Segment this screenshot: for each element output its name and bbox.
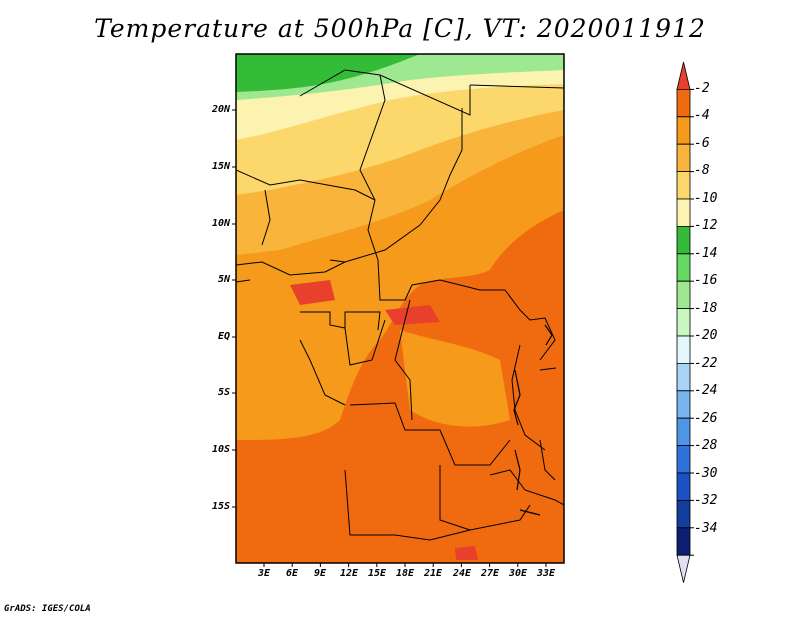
band-minus-6-east	[400, 330, 510, 427]
colorbar-label: -34	[694, 521, 718, 536]
colorbar-swatch	[676, 417, 691, 447]
colorbar-swatch	[676, 499, 691, 529]
colorbar-label: -6	[694, 136, 710, 151]
lat-tick-label: 15N	[211, 161, 230, 172]
colorbar-swatch	[676, 198, 691, 227]
lon-tick-label: 9E	[313, 568, 327, 579]
colorbar-label: -28	[694, 438, 718, 453]
lat-tick-label: 5N	[217, 274, 230, 285]
grads-credit: GrADS: IGES/COLA	[4, 604, 91, 614]
lat-tick-label: 10S	[211, 444, 230, 455]
colorbar-swatch	[676, 280, 691, 310]
lat-tick-label: 20N	[211, 104, 230, 115]
colorbar-label: -16	[694, 273, 718, 288]
lon-tick-label: 18E	[395, 568, 415, 579]
colorbar-swatch	[676, 116, 691, 145]
lat-tick-label: EQ	[217, 331, 230, 342]
warm-spot-3	[455, 546, 478, 560]
warm-spot-2	[385, 305, 440, 325]
colorbar-label: -22	[694, 356, 718, 371]
colorbar-label: -32	[694, 493, 718, 508]
lon-tick-label: 24E	[452, 568, 472, 579]
colorbar-swatch	[676, 335, 691, 364]
colorbar-label: -24	[694, 383, 718, 398]
lon-tick-label: 15E	[367, 568, 387, 579]
colorbar-label: -14	[694, 246, 718, 261]
map-frame	[235, 53, 565, 564]
colorbar-swatch	[676, 253, 691, 282]
chart-title: Temperature at 500hPa [C], VT: 202001191…	[94, 14, 706, 43]
colorbar-label: -10	[694, 191, 718, 206]
lon-tick-label: 27E	[480, 568, 500, 579]
colorbar-swatch	[676, 89, 691, 118]
colorbar-label: -4	[694, 108, 710, 123]
map-plot-area	[236, 54, 564, 563]
colorbar-label: -26	[694, 411, 718, 426]
band-minus-16	[236, 54, 420, 92]
colorbar-swatch	[676, 527, 691, 556]
colorbar-label: -8	[694, 163, 710, 178]
colorbar-swatch	[676, 362, 691, 392]
axis-ticks	[232, 109, 547, 567]
lon-tick-label: 6E	[285, 568, 299, 579]
lon-tick-label: 30E	[508, 568, 528, 579]
lon-tick-label: 12E	[339, 568, 359, 579]
colorbar	[676, 61, 694, 583]
colorbar-swatch	[676, 171, 691, 200]
colorbar-swatch	[676, 308, 691, 337]
colorbar-swatch	[676, 390, 691, 419]
colorbar-swatch	[676, 445, 691, 474]
colorbar-swatch	[676, 143, 691, 173]
colorbar-swatch	[676, 472, 691, 501]
colorbar-swatch	[676, 554, 691, 583]
warm-spot-1	[290, 280, 335, 305]
colorbar-swatch	[676, 225, 691, 255]
colorbar-label: -2	[694, 81, 710, 96]
lat-tick-label: 5S	[217, 387, 230, 398]
country-borders	[236, 69, 564, 541]
lon-tick-label: 21E	[423, 568, 443, 579]
colorbar-label: -20	[694, 328, 718, 343]
lakes	[513, 324, 553, 516]
lon-tick-label: 3E	[257, 568, 271, 579]
colorbar-label: -18	[694, 301, 718, 316]
lon-tick-label: 33E	[536, 568, 556, 579]
colorbar-label: -12	[694, 218, 718, 233]
colorbar-swatch	[676, 61, 691, 90]
colorbar-label: -30	[694, 466, 718, 481]
lat-tick-label: 15S	[211, 501, 230, 512]
lat-tick-label: 10N	[211, 218, 230, 229]
